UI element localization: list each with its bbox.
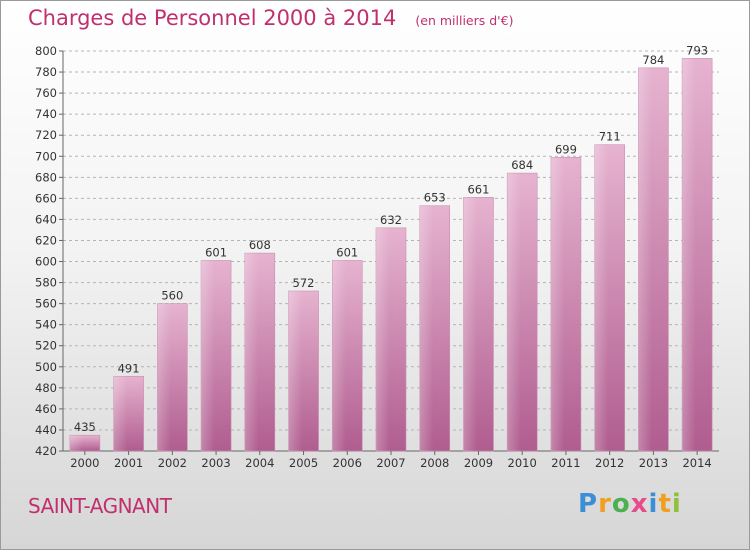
x-tick-label: 2014 [682, 456, 711, 470]
bar-highlight [201, 260, 215, 451]
y-tick-label: 800 [35, 44, 57, 58]
data-label: 793 [686, 43, 708, 57]
y-tick-label: 660 [35, 191, 57, 205]
bar-highlight [157, 303, 171, 451]
y-tick-label: 600 [35, 255, 57, 269]
bar-highlight [288, 291, 303, 451]
y-tick-label: 760 [35, 86, 57, 100]
data-label: 608 [249, 238, 271, 252]
bar-highlight [550, 157, 565, 451]
bar-highlight [463, 197, 477, 451]
x-tick-label: 2013 [639, 456, 668, 470]
bar-highlight [332, 260, 346, 451]
y-tick-label: 780 [35, 65, 57, 79]
x-tick-label: 2002 [158, 456, 187, 470]
bar-highlight [244, 253, 259, 451]
logo-letter: x [630, 489, 649, 519]
bar-highlight [113, 376, 128, 451]
data-label: 560 [161, 289, 183, 303]
data-label: 632 [380, 213, 402, 227]
data-label: 653 [424, 191, 446, 205]
x-tick-label: 2003 [201, 456, 230, 470]
y-tick-label: 700 [35, 149, 57, 163]
x-tick-label: 2004 [245, 456, 274, 470]
logo-letter: t [658, 489, 672, 519]
data-label: 711 [599, 130, 621, 144]
y-tick-label: 420 [35, 444, 57, 458]
y-tick-label: 640 [35, 212, 57, 226]
bar-highlight [419, 205, 434, 451]
logo-letter: o [611, 489, 631, 519]
y-tick-label: 740 [35, 107, 57, 121]
chart-unit: (en milliers d'€) [415, 13, 514, 28]
commune-name: SAINT-AGNANT [28, 494, 172, 518]
y-tick-label: 720 [35, 128, 57, 142]
bar-highlight [507, 173, 521, 451]
y-tick-label: 440 [35, 423, 57, 437]
bar-highlight [594, 144, 609, 451]
x-tick-label: 2010 [508, 456, 537, 470]
bar-highlight [376, 227, 390, 451]
y-tick-label: 540 [35, 318, 57, 332]
logo-letter: P [578, 489, 599, 519]
chart-title: Charges de Personnel 2000 à 2014 [28, 6, 397, 30]
data-label: 572 [293, 276, 315, 290]
bar-highlight [638, 67, 652, 451]
y-tick-label: 500 [35, 360, 57, 374]
y-tick-label: 560 [35, 297, 57, 311]
title-row: Charges de Personnel 2000 à 2014 (en mil… [28, 6, 513, 30]
logo-letter: r [598, 489, 612, 519]
y-tick-label: 620 [35, 233, 57, 247]
x-tick-label: 2009 [464, 456, 493, 470]
data-label: 601 [336, 245, 358, 259]
x-tick-label: 2008 [420, 456, 449, 470]
proxiti-logo: Proxiti [578, 489, 682, 519]
data-label: 684 [511, 158, 533, 172]
bar-highlight [682, 58, 696, 452]
logo-letter: i [648, 489, 659, 519]
x-tick-label: 2001 [114, 456, 143, 470]
logo-letter: i [671, 489, 682, 519]
x-tick-label: 2006 [333, 456, 362, 470]
x-tick-label: 2000 [70, 456, 99, 470]
data-label: 435 [74, 420, 96, 434]
x-tick-label: 2012 [595, 456, 624, 470]
bar-highlight [69, 435, 84, 451]
y-tick-label: 480 [35, 381, 57, 395]
x-tick-label: 2007 [376, 456, 405, 470]
data-label: 601 [205, 245, 227, 259]
data-label: 661 [467, 182, 489, 196]
x-tick-label: 2005 [289, 456, 318, 470]
y-tick-label: 460 [35, 402, 57, 416]
y-tick-label: 520 [35, 339, 57, 353]
y-tick-label: 680 [35, 170, 57, 184]
data-label: 784 [642, 53, 664, 67]
data-label: 491 [118, 361, 140, 375]
y-tick-label: 580 [35, 276, 57, 290]
x-tick-label: 2011 [551, 456, 580, 470]
data-label: 699 [555, 142, 577, 156]
